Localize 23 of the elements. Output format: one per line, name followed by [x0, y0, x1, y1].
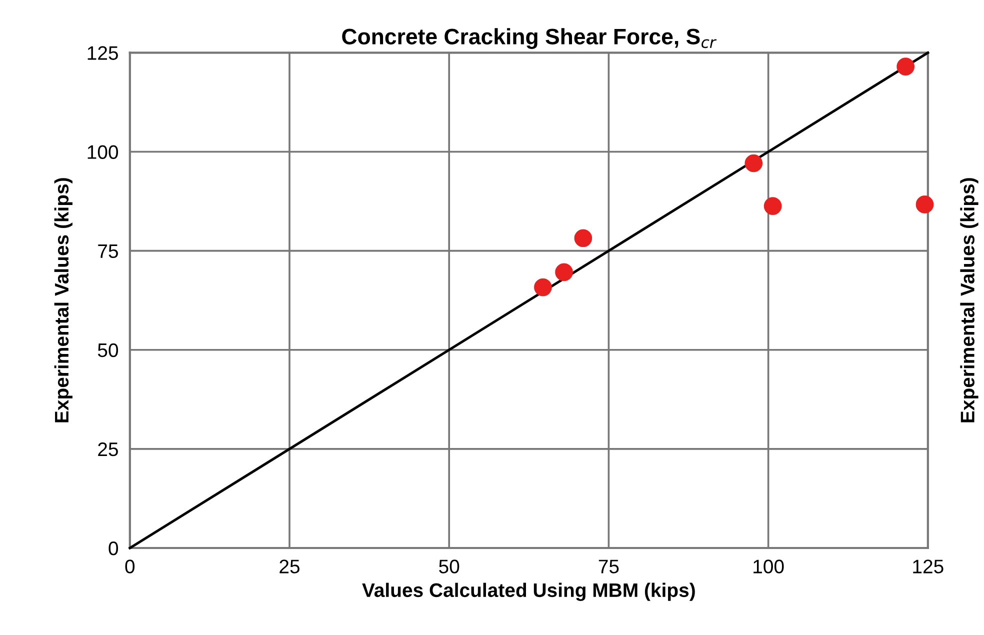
y-tick-label: 125: [88, 46, 118, 60]
y-tick-label: 75: [98, 244, 118, 258]
point: [916, 196, 934, 214]
chart-title: Concrete Cracking Shear Force, S$_{cr}$: [342, 28, 717, 49]
point: [574, 229, 592, 248]
y-tick-label: 0: [108, 541, 118, 556]
point: [744, 154, 763, 172]
y-tick-label: 100: [88, 145, 118, 159]
point: [555, 263, 573, 282]
x-axis-title: Values Calculated Using MBM (kips): [362, 582, 695, 602]
point: [896, 58, 914, 76]
y2-axis-title: Experimental Values (kips): [960, 178, 978, 422]
y-tick-label: 25: [98, 442, 118, 456]
point: [764, 197, 782, 215]
x-tick-label: 25: [280, 560, 300, 574]
point: [534, 278, 552, 296]
y-tick-label: 50: [98, 343, 118, 358]
x-tick-label: 125: [913, 560, 944, 574]
x-tick-label: 0: [125, 560, 135, 574]
x-tick-label: 100: [754, 560, 784, 574]
x-tick-label: 50: [439, 560, 460, 574]
x-tick-label: 75: [598, 560, 619, 574]
y-axis-title: Experimental Values (kips): [54, 178, 72, 422]
